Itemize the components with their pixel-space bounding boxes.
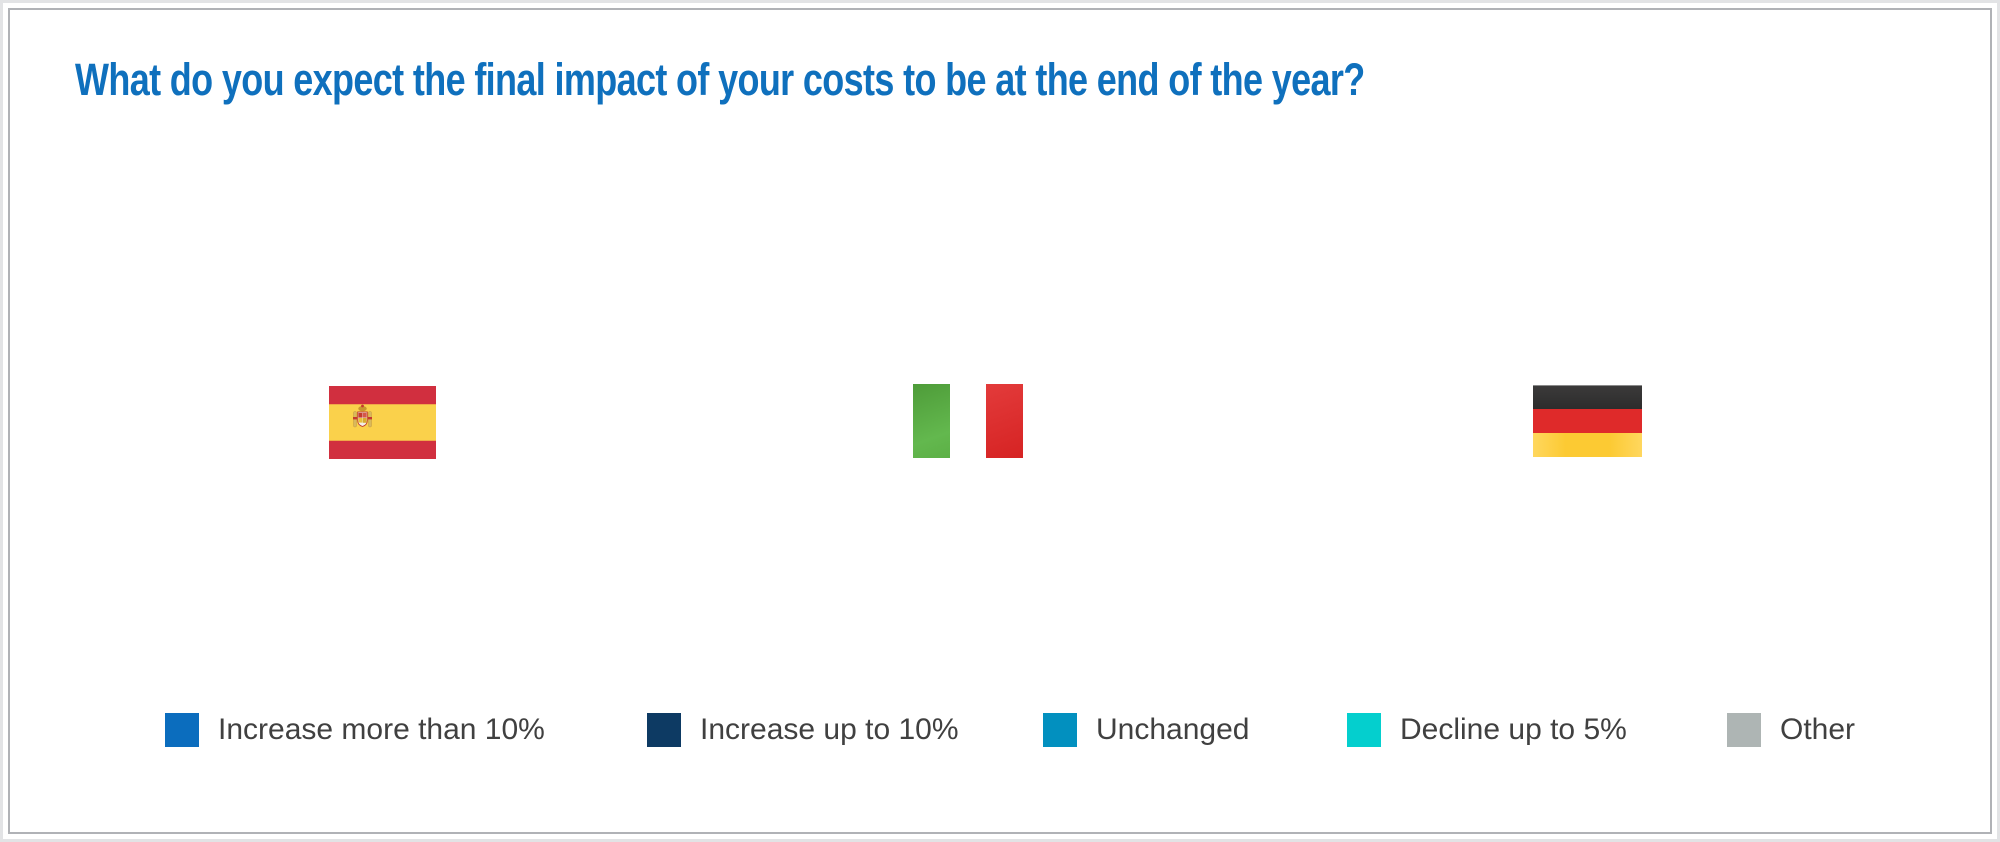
spain-flag-svg — [329, 386, 436, 459]
legend-label: Decline up to 5% — [1400, 713, 1627, 746]
legend-swatch-decline-up-to-5 — [1347, 713, 1381, 747]
legend-item-increase-more-than-10[interactable]: Increase more than 10% — [165, 713, 545, 747]
germany-flag-red-stripe — [1533, 408, 1642, 433]
legend-swatch-increase-up-to-10 — [647, 713, 681, 747]
italy-flag-icon — [913, 384, 1023, 458]
legend-item-unchanged[interactable]: Unchanged — [1043, 713, 1249, 747]
spain-coat-of-arms — [353, 404, 372, 428]
legend-swatch-increase-more-than-10 — [165, 713, 199, 747]
italy-flag-green-stripe — [913, 384, 950, 458]
legend-item-decline-up-to-5[interactable]: Decline up to 5% — [1347, 713, 1627, 747]
legend-swatch-unchanged — [1043, 713, 1077, 747]
germany-flag-gold-stripe — [1533, 432, 1642, 457]
legend-swatch-other — [1727, 713, 1761, 747]
legend-item-other[interactable]: Other — [1727, 713, 1855, 747]
legend-label: Unchanged — [1096, 713, 1250, 746]
germany-flag-black-stripe — [1533, 385, 1642, 409]
legend-label: Increase more than 10% — [218, 713, 545, 746]
germany-flag-icon — [1533, 385, 1642, 457]
chart-title: What do you expect the final impact of y… — [75, 54, 1365, 105]
spain-flag-icon — [329, 386, 436, 459]
legend-label: Increase up to 10% — [700, 713, 959, 746]
italy-flag-red-stripe — [986, 384, 1023, 458]
legend-label: Other — [1780, 713, 1856, 746]
legend-item-increase-up-to-10[interactable]: Increase up to 10% — [647, 713, 959, 747]
italy-flag-white-stripe — [949, 384, 987, 458]
